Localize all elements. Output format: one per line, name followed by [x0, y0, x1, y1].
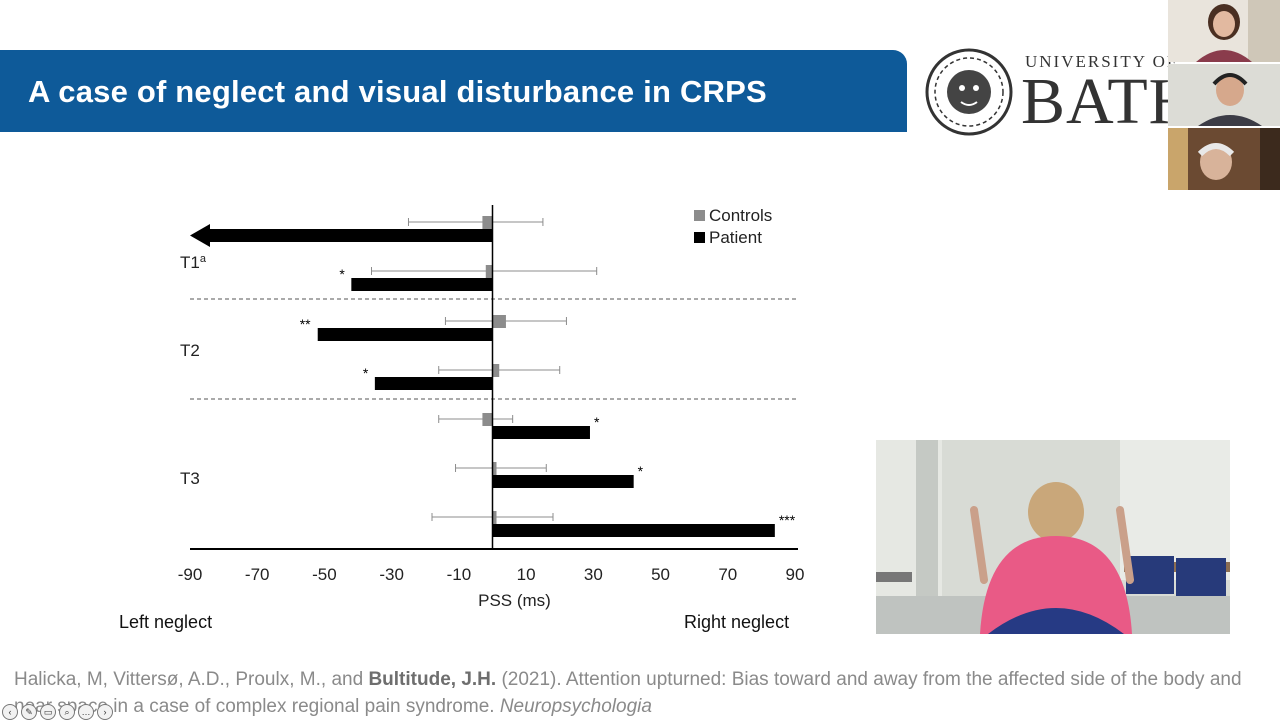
x-tick-label: -50 [312, 565, 337, 584]
legend-label: Patient [709, 228, 762, 247]
patient-video[interactable] [876, 440, 1230, 634]
bath-medusa-icon [925, 48, 1013, 136]
logo-university-of: UNIVERSITY OF [1025, 52, 1179, 71]
x-axis-label: PSS (ms) [478, 591, 551, 610]
patient-bar [204, 229, 493, 242]
citation: Halicka, M, Vittersø, A.D., Proulx, M., … [14, 666, 1270, 720]
citation-title: (2021). Attention upturned: Bias toward … [14, 669, 1242, 717]
university-logo: UNIVERSITY OF BATH [925, 48, 1185, 140]
x-tick-label: 10 [517, 565, 536, 584]
patient-bar [374, 377, 493, 390]
controls-bar [482, 216, 493, 229]
pen-icon[interactable]: ✎ [21, 704, 37, 720]
pss-chart: -90 -70 -50 -30 -10 10 30 50 70 90 PSS (ms) T1a * T2… [178, 205, 805, 610]
participant-2-image [1168, 64, 1280, 126]
significance-marker: *** [779, 512, 796, 528]
citation-journal: Neuropsychologia [499, 696, 652, 717]
group-label: T2 [180, 341, 200, 360]
significance-marker: ** [300, 316, 311, 332]
participant-3-image [1168, 128, 1280, 190]
next-slide-icon[interactable]: › [97, 704, 113, 720]
group-label-superscript: a [200, 253, 207, 265]
x-tick-label: 90 [786, 565, 805, 584]
patient-bar [317, 328, 493, 341]
x-tick-label: -10 [447, 565, 472, 584]
participant-1-image [1168, 0, 1280, 62]
citation-authors: Halicka, M, Vittersø, A.D., Proulx, M., … [14, 669, 369, 690]
patient-bar [492, 426, 590, 439]
x-tick-label: -70 [245, 565, 270, 584]
controls-bar [492, 315, 506, 328]
significance-marker: * [339, 266, 345, 282]
title-bar: A case of neglect and visual disturbance… [0, 50, 907, 132]
legend-swatch [694, 210, 705, 221]
x-tick-label: -30 [379, 565, 404, 584]
more-icon[interactable]: … [78, 704, 94, 720]
group-label: T3 [180, 469, 200, 488]
participant-video-strip [1168, 0, 1280, 190]
logo-bath: BATH [1021, 65, 1185, 138]
citation-bold-author: Bultitude, J.H. [368, 669, 497, 690]
significance-marker: * [363, 365, 369, 381]
zoom-icon[interactable]: ⌕ [59, 704, 75, 720]
controls-bar [492, 364, 500, 377]
presentation-toolbar: ‹ ✎ ▭ ⌕ … › [2, 704, 113, 720]
patient-video-frame [876, 440, 1230, 634]
x-tick-label: -90 [178, 565, 203, 584]
patient-bar [492, 524, 775, 537]
captions-icon[interactable]: ▭ [40, 704, 56, 720]
slide-title: A case of neglect and visual disturbance… [28, 74, 767, 109]
significance-marker: * [638, 463, 644, 479]
x-tick-label: 50 [651, 565, 670, 584]
legend-label: Controls [709, 206, 772, 225]
participant-video-3[interactable] [1168, 128, 1280, 190]
significance-marker: * [594, 414, 600, 430]
patient-bar [351, 278, 493, 291]
patient-bar [492, 475, 634, 488]
patient-arrow [190, 224, 210, 247]
participant-video-2[interactable] [1168, 64, 1280, 126]
prev-slide-icon[interactable]: ‹ [2, 704, 18, 720]
controls-bar [485, 265, 493, 278]
group-label: T1a [180, 253, 207, 272]
legend-swatch [694, 232, 705, 243]
left-neglect-label: Left neglect [119, 612, 213, 632]
controls-bar [492, 511, 497, 524]
controls-bar [492, 462, 497, 475]
right-neglect-label: Right neglect [684, 612, 790, 632]
controls-bar [482, 413, 493, 426]
participant-video-1[interactable] [1168, 0, 1280, 62]
x-tick-label: 70 [718, 565, 737, 584]
x-tick-label: 30 [584, 565, 603, 584]
